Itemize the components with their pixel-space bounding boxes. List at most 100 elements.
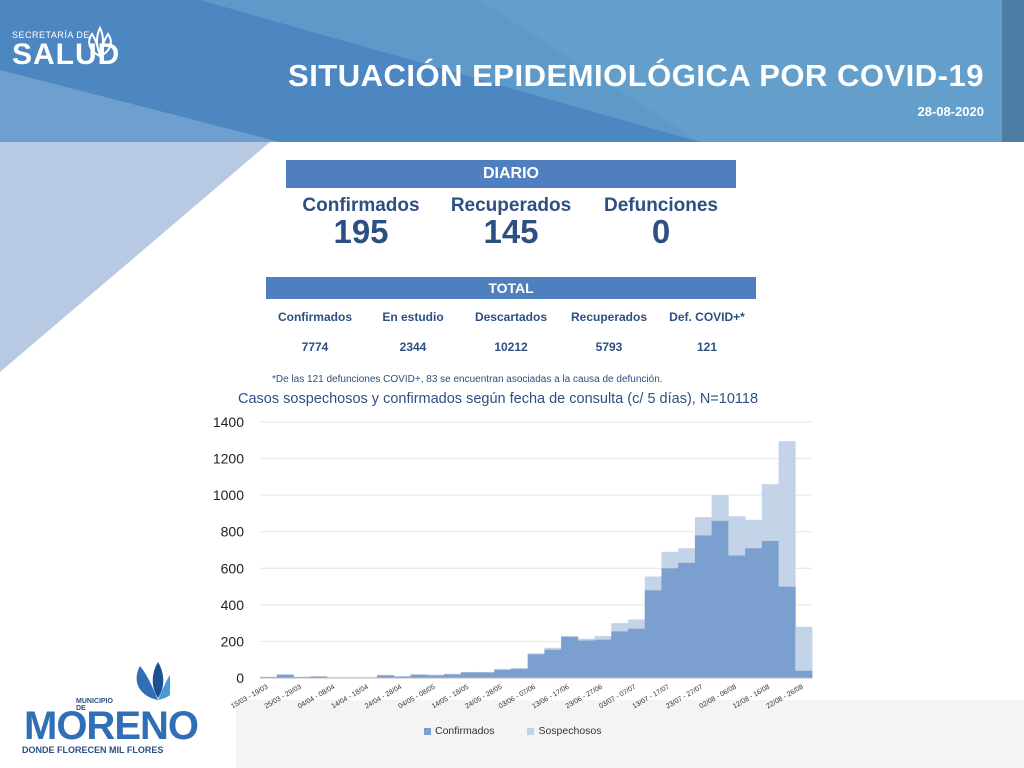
moreno-logo-tagline: DONDE FLORECEN MIL FLORES xyxy=(22,745,164,755)
x-tick-label: 23/06 - 27/06 xyxy=(565,684,604,711)
bar-sospechosos xyxy=(494,668,512,670)
legend-item-sospechosos: Sospechosos xyxy=(527,725,602,737)
bar-confirmados xyxy=(628,628,646,678)
daily-confirmados: Confirmados 195 xyxy=(286,195,436,250)
legend-label: Confirmados xyxy=(435,725,495,737)
bar-confirmados xyxy=(310,676,328,678)
salud-logo: SECRETARÍA DE SALUD xyxy=(12,26,120,70)
bar-confirmados xyxy=(527,654,545,678)
bar-sospechosos xyxy=(594,635,612,640)
x-tick-label: 04/04 - 08/04 xyxy=(297,684,336,711)
x-tick-label: 13/06 - 17/06 xyxy=(531,684,570,711)
daily-value: 195 xyxy=(333,213,389,250)
bar-sospechosos xyxy=(410,674,428,675)
bar-confirmados xyxy=(661,568,679,678)
total-confirmados: Confirmados 7774 xyxy=(266,310,364,354)
x-tick-label: 14/04 - 18/04 xyxy=(330,684,369,711)
y-tick-label: 800 xyxy=(221,524,245,540)
x-tick-label: 22/08 - 26/08 xyxy=(765,684,804,711)
legend-swatch-sospechosos xyxy=(527,727,535,735)
bar-sospechosos xyxy=(711,495,729,521)
bar-confirmados xyxy=(544,649,562,678)
moreno-logo-name: MORENO xyxy=(24,704,199,748)
daily-recuperados: Recuperados 145 xyxy=(436,195,586,250)
bar-confirmados xyxy=(427,675,445,678)
x-tick-label: 03/07 - 07/07 xyxy=(598,684,637,711)
bar-sospechosos xyxy=(778,441,796,587)
x-tick-label: 12/08 - 16/08 xyxy=(732,684,771,711)
total-value: 5793 xyxy=(595,340,623,354)
bar-confirmados xyxy=(377,675,395,678)
bar-sospechosos xyxy=(611,623,629,632)
bar-sospechosos xyxy=(644,576,662,591)
bar-sospechosos xyxy=(527,653,545,655)
flower-icon xyxy=(88,26,112,58)
bar-confirmados xyxy=(728,555,746,678)
bar-confirmados xyxy=(795,670,813,678)
y-tick-label: 1000 xyxy=(213,487,244,503)
bar-confirmados xyxy=(711,520,729,678)
x-tick-label: 14/05 - 18/05 xyxy=(431,684,470,711)
bar-confirmados xyxy=(477,672,495,678)
x-tick-label: 02/08 - 06/08 xyxy=(698,684,737,711)
legend-label: Sospechosos xyxy=(538,725,602,737)
total-en-estudio: En estudio 2344 xyxy=(364,310,462,354)
bar-confirmados xyxy=(410,674,428,678)
x-tick-label: 25/03 - 29/03 xyxy=(264,684,303,711)
y-tick-label: 400 xyxy=(221,597,245,613)
total-label: Def. COVID+* xyxy=(669,310,745,324)
side-decoration xyxy=(0,142,270,372)
flower-logo-icon xyxy=(136,662,170,700)
bar-confirmados xyxy=(761,540,779,678)
chart-legend: Confirmados Sospechosos xyxy=(424,725,632,738)
bar-confirmados xyxy=(644,590,662,678)
total-label: Descartados xyxy=(474,310,548,324)
bar-sospechosos xyxy=(628,619,646,629)
bar-confirmados xyxy=(510,668,529,678)
x-tick-label: 04/05 - 08/05 xyxy=(397,684,436,711)
daily-value: 0 xyxy=(651,213,671,250)
banner-decoration xyxy=(0,0,1024,142)
bar-sospechosos xyxy=(678,548,696,563)
chart-area: 0 200 400 600 800 1000 1200 1400 15/03 - 19/0325… xyxy=(213,414,813,711)
daily-heading: DIARIO xyxy=(286,160,736,188)
total-descartados: Descartados 10212 xyxy=(462,310,560,354)
y-tick-label: 200 xyxy=(221,633,245,649)
bar-sospechosos xyxy=(661,551,679,569)
bar-sospechosos xyxy=(728,516,746,556)
total-label: Recuperados xyxy=(570,310,648,324)
bar-confirmados xyxy=(694,535,713,678)
bar-confirmados xyxy=(611,631,629,678)
total-value: 10212 xyxy=(494,340,528,354)
x-tick-label: 23/07 - 27/07 xyxy=(665,684,704,711)
bar-sospechosos xyxy=(745,519,763,549)
footnote: *De las 121 defunciones COVID+, 83 se en… xyxy=(272,374,663,385)
daily-value: 145 xyxy=(483,213,539,250)
bar-sospechosos xyxy=(694,517,713,536)
total-label: Confirmados xyxy=(277,310,352,324)
legend-swatch-confirmados xyxy=(424,727,431,735)
report-date: 28-08-2020 xyxy=(917,104,985,119)
total-value: 7774 xyxy=(301,340,329,354)
bar-confirmados xyxy=(778,586,796,678)
total-value: 121 xyxy=(696,340,718,354)
y-tick-label: 1400 xyxy=(213,414,244,430)
chart-footer-background xyxy=(236,700,1024,768)
bar-sospechosos xyxy=(460,671,478,673)
bar-confirmados xyxy=(745,548,763,678)
total-value: 2344 xyxy=(399,340,427,354)
bar-confirmados xyxy=(393,676,411,678)
total-def-covid: Def. COVID+* 121 xyxy=(658,310,756,354)
bar-sospechosos xyxy=(477,671,495,673)
bar-confirmados xyxy=(678,562,696,678)
y-tick-label: 600 xyxy=(221,560,245,576)
legend-item-confirmados: Confirmados xyxy=(424,725,495,737)
bar-confirmados xyxy=(460,672,478,678)
bar-confirmados xyxy=(494,669,512,678)
bar-confirmados xyxy=(276,674,294,678)
x-tick-label: 24/04 - 28/04 xyxy=(364,684,403,711)
header-banner: SECRETARÍA DE SALUD SITUACIÓN EPIDEMIOLÓ… xyxy=(0,0,1024,142)
bar-sospechosos xyxy=(444,673,462,675)
moreno-logo-prefix: MUNICIPIO DE xyxy=(76,698,113,712)
total-recuperados: Recuperados 5793 xyxy=(560,310,658,354)
